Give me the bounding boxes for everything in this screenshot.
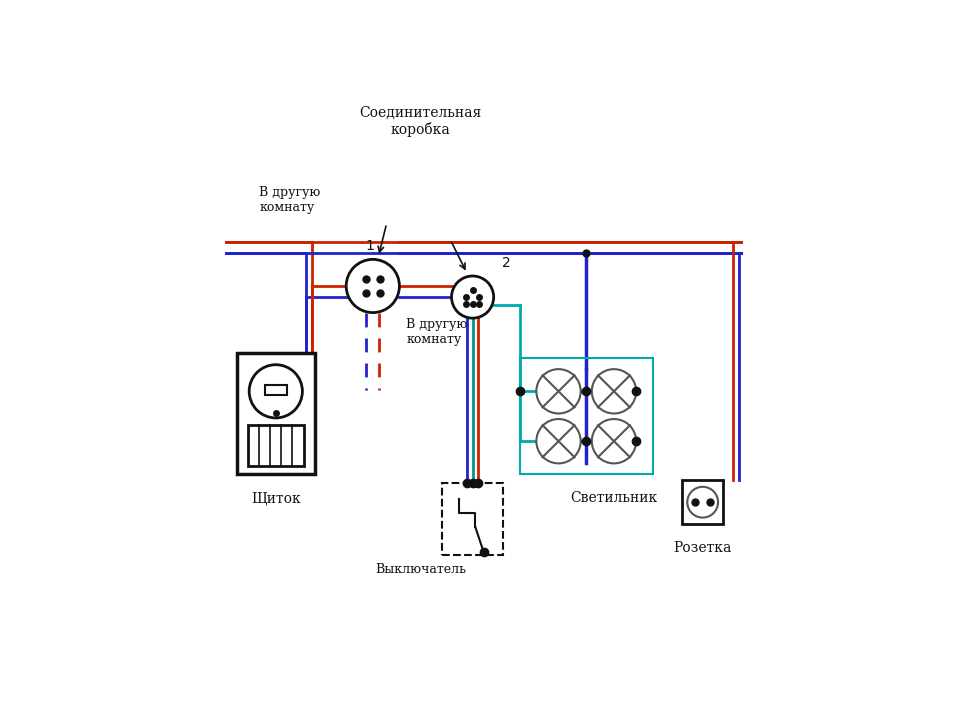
Text: Розетка: Розетка — [674, 541, 732, 555]
Bar — [237, 353, 315, 474]
Text: 2: 2 — [502, 256, 511, 271]
Circle shape — [250, 365, 302, 418]
Text: Светильник: Светильник — [570, 491, 658, 505]
Circle shape — [537, 369, 581, 413]
Bar — [443, 483, 503, 555]
Bar — [682, 480, 724, 524]
Circle shape — [537, 419, 581, 464]
Text: Выключатель: Выключатель — [375, 563, 467, 576]
Circle shape — [591, 419, 636, 464]
Circle shape — [347, 259, 399, 312]
Text: В другую
комнату: В другую комнату — [259, 186, 321, 214]
Text: 1: 1 — [366, 239, 374, 253]
Circle shape — [591, 369, 636, 413]
Text: В другую
комнату: В другую комнату — [406, 318, 468, 346]
Bar — [265, 384, 287, 395]
Circle shape — [451, 276, 493, 318]
Circle shape — [687, 487, 718, 518]
Bar — [248, 425, 303, 466]
Text: Щиток: Щиток — [251, 491, 300, 505]
Text: Соединительная
коробка: Соединительная коробка — [359, 106, 481, 138]
Bar — [519, 358, 653, 474]
